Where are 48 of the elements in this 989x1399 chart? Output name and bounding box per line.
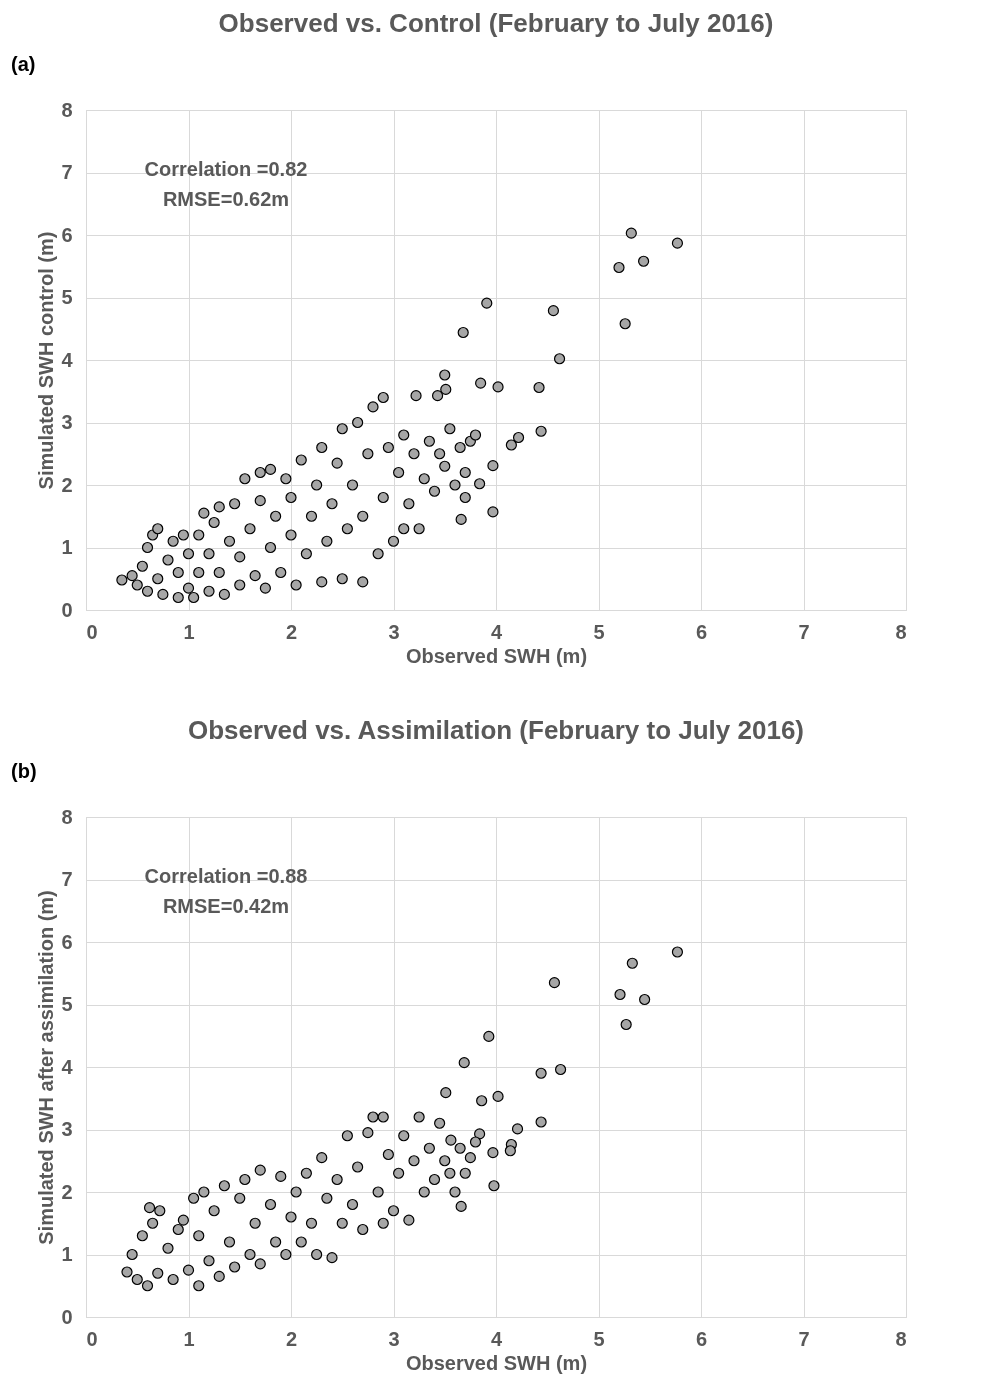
chart-title: Observed vs. Control (February to July 2016) (218, 8, 774, 38)
y-tick-label: 6 (61, 223, 73, 246)
y-axis-title: Simulated SWH control (m) (35, 231, 58, 490)
annotation: Correlation =0.88 (144, 865, 308, 887)
text: (b) (11, 760, 37, 782)
y-tick-label: 2 (61, 1180, 73, 1203)
x-tick-label: 6 (695, 1327, 708, 1350)
x-tick-label: 1 (183, 620, 195, 643)
x-tick-label: 7 (798, 620, 810, 643)
y-tick-label: 3 (61, 411, 73, 433)
x-tick-label: 4 (490, 1327, 503, 1350)
x-tick-label: 2 (285, 1327, 298, 1350)
y-tick-label: 7 (61, 868, 73, 890)
x-tick-label: 1 (183, 1327, 195, 1350)
y-tick-label: 3 (61, 1118, 73, 1140)
y-tick-label: 2 (61, 473, 73, 496)
y-tick-label: 8 (61, 805, 73, 828)
y-tick-label: 0 (61, 1305, 73, 1328)
x-tick-label: 3 (388, 620, 400, 643)
annotation: RMSE=0.42m (162, 895, 290, 917)
x-tick-label: 5 (593, 1327, 605, 1350)
y-tick-label: 1 (61, 536, 73, 558)
x-tick-label: 8 (895, 1327, 907, 1350)
x-tick-label: 2 (285, 620, 298, 643)
text: (a) (11, 53, 36, 75)
x-tick-label: 0 (86, 1327, 98, 1350)
x-tick-label: 6 (695, 620, 708, 643)
y-axis-title: Simulated SWH after assimilation (m) (35, 890, 58, 1245)
y-tick-label: 4 (61, 348, 74, 371)
x-tick-label: 3 (388, 1327, 400, 1350)
y-tick-label: 5 (61, 286, 73, 308)
y-tick-label: 6 (61, 930, 73, 953)
x-axis-title: Observed SWH (m) (405, 1351, 588, 1374)
y-tick-label: 0 (61, 598, 73, 621)
annotation: RMSE=0.62m (162, 188, 290, 210)
x-tick-label: 4 (490, 620, 503, 643)
y-tick-label: 8 (61, 98, 73, 121)
y-tick-label: 4 (61, 1055, 74, 1078)
y-tick-label: 1 (61, 1243, 73, 1265)
x-tick-label: 7 (798, 1327, 810, 1350)
x-axis-title: Observed SWH (m) (405, 644, 588, 667)
annotation: Correlation =0.82 (144, 158, 308, 180)
x-tick-label: 5 (593, 620, 605, 643)
x-tick-label: 0 (86, 620, 98, 643)
x-tick-label: 8 (895, 620, 907, 643)
chart-title: Observed vs. Assimilation (February to July 2016) (187, 715, 805, 745)
y-tick-label: 7 (61, 161, 73, 183)
y-tick-label: 5 (61, 993, 73, 1015)
